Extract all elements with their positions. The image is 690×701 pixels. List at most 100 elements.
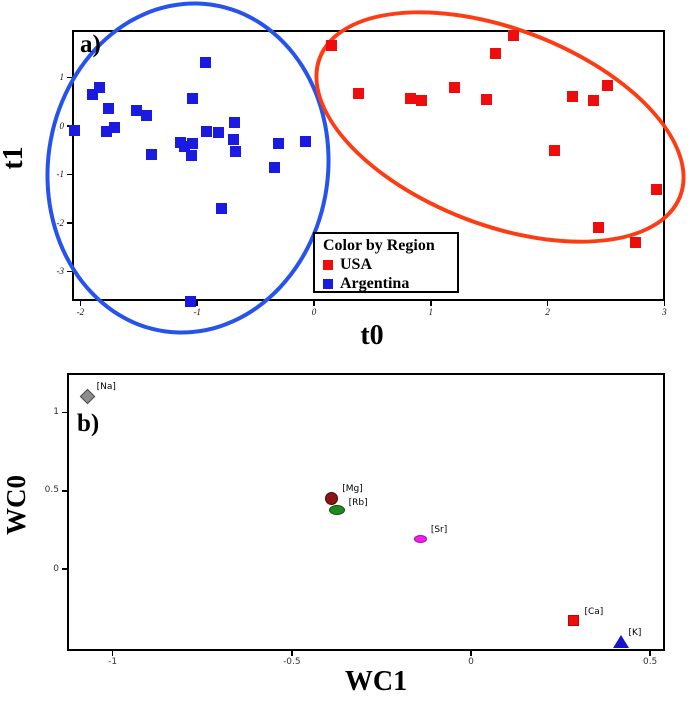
data-point-argentina [130, 104, 142, 116]
x-tick-label: -1 [108, 657, 118, 667]
data-point-argentina [229, 116, 241, 128]
data-point-rb [328, 504, 345, 515]
data-point-argentina [216, 202, 228, 214]
y-tick-mark [62, 490, 67, 492]
y-tick-label: 1 [59, 72, 65, 82]
data-point-usa [601, 80, 613, 92]
data-point-usa [415, 94, 427, 106]
x-tick-label: 2 [545, 307, 550, 317]
data-point-argentina [273, 138, 285, 150]
data-point-argentina [187, 92, 199, 104]
data-point-sr-label: [Sr] [430, 525, 448, 536]
data-point-usa [650, 183, 662, 195]
data-point-argentina [199, 56, 211, 68]
y-tick-mark [67, 173, 72, 176]
x-tick-mark [546, 301, 549, 306]
data-point-argentina [184, 296, 196, 308]
data-point-k-label: [K] [628, 627, 642, 638]
y-tick-mark [67, 270, 72, 273]
legend-title: Color by Region [323, 237, 435, 254]
y-tick-label: -3 [56, 266, 65, 276]
x-tick-mark [430, 301, 432, 306]
y-tick-mark [67, 76, 72, 79]
x-tick-mark [663, 301, 666, 306]
data-point-argentina [201, 125, 213, 137]
y-tick-label: 1 [53, 407, 59, 417]
y-tick-label: 0 [59, 120, 65, 131]
data-point-na-label: [Na] [96, 381, 116, 392]
data-point-sr [414, 535, 428, 544]
data-point-rb-label: [Rb] [348, 497, 368, 508]
x-tick-label: 0 [468, 657, 474, 667]
data-point-usa [549, 145, 561, 157]
data-point-argentina [100, 125, 112, 137]
argentina-marker-swatch [323, 278, 333, 289]
data-point-usa [593, 221, 605, 233]
x-tick-mark [291, 651, 293, 656]
x-tick-mark [313, 301, 315, 306]
legend-item-usa-label: USA [340, 255, 373, 273]
data-point-argentina [227, 134, 239, 146]
data-point-ca [567, 615, 579, 627]
panel-a-plot-area [72, 30, 665, 301]
data-point-usa [448, 81, 460, 93]
data-point-usa [489, 47, 501, 59]
data-point-usa [481, 93, 493, 105]
y-tick-label: -1 [56, 169, 65, 179]
data-point-argentina [212, 126, 224, 138]
x-tick-mark [649, 651, 651, 656]
y-tick-mark [67, 222, 72, 224]
data-point-argentina [230, 145, 242, 157]
x-tick-label: -2 [76, 307, 85, 317]
data-point-argentina [69, 125, 81, 137]
x-tick-label: 0.5 [642, 657, 658, 667]
data-point-usa [508, 30, 520, 42]
y-tick-label: 0 [53, 563, 59, 574]
y-tick-label: -2 [56, 217, 65, 228]
data-point-argentina [86, 88, 98, 100]
data-point-usa [405, 92, 417, 104]
data-point-usa [566, 91, 578, 103]
data-point-argentina [146, 149, 158, 161]
panel-b-y-axis-title: WC0 [1, 475, 31, 535]
data-point-usa [326, 39, 338, 51]
data-point-usa [587, 95, 599, 107]
data-point-argentina [185, 150, 197, 162]
data-point-argentina [141, 109, 153, 121]
data-point-argentina [178, 140, 190, 152]
data-point-argentina [268, 162, 280, 174]
y-tick-mark [62, 411, 67, 414]
x-tick-label: 3 [662, 307, 667, 317]
data-point-argentina [102, 103, 114, 115]
panel-b-label: b) [77, 410, 100, 437]
y-tick-mark [62, 568, 67, 570]
data-point-usa [352, 87, 364, 99]
legend-item-usa: USA [323, 255, 457, 274]
data-point-mg [324, 492, 338, 506]
x-tick-mark [111, 651, 114, 656]
data-point-argentina [93, 82, 105, 94]
legend-box: Color by Region USA Argentina [313, 232, 459, 293]
x-tick-mark [79, 301, 82, 306]
panel-a-label: a) [80, 31, 101, 58]
panel-a-x-axis-title: t0 [360, 320, 384, 351]
panel-b-x-axis-title: WC1 [344, 666, 408, 697]
panel-b-plot-area [67, 373, 665, 651]
x-tick-label: 1 [428, 307, 434, 317]
x-tick-label: -0.5 [283, 657, 301, 667]
data-point-argentina [300, 135, 312, 147]
x-tick-mark [196, 301, 198, 306]
x-tick-mark [470, 651, 472, 656]
x-tick-label: 0 [311, 307, 317, 317]
data-point-k [613, 635, 630, 649]
legend-item-argentina-label: Argentina [340, 274, 410, 292]
data-point-mg-label: [Mg] [342, 483, 363, 494]
data-point-ca-label: [Ca] [584, 606, 604, 617]
legend-item-argentina: Argentina [323, 274, 457, 293]
panel-a-y-axis-title: t1 [0, 146, 29, 170]
data-point-argentina [187, 137, 199, 149]
data-point-usa [629, 236, 641, 248]
data-point-argentina [108, 121, 120, 133]
usa-marker-swatch [323, 259, 333, 270]
